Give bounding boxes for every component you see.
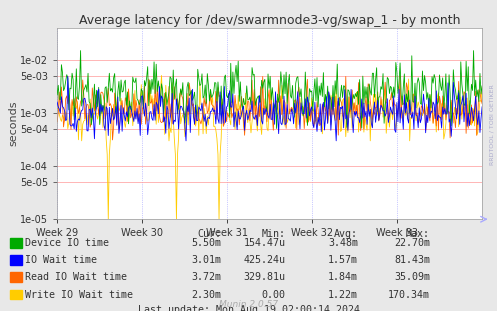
Text: 3.48m: 3.48m bbox=[328, 238, 358, 248]
Text: 425.24u: 425.24u bbox=[244, 255, 286, 265]
Text: Avg:: Avg: bbox=[334, 229, 358, 239]
Text: 3.01m: 3.01m bbox=[191, 255, 221, 265]
Text: 154.47u: 154.47u bbox=[244, 238, 286, 248]
Text: 2.30m: 2.30m bbox=[191, 290, 221, 299]
Text: Cur:: Cur: bbox=[197, 229, 221, 239]
Text: 0.00: 0.00 bbox=[262, 290, 286, 299]
Text: Device IO time: Device IO time bbox=[25, 238, 109, 248]
Title: Average latency for /dev/swarmnode3-vg/swap_1 - by month: Average latency for /dev/swarmnode3-vg/s… bbox=[79, 14, 460, 27]
Text: IO Wait time: IO Wait time bbox=[25, 255, 97, 265]
Text: Write IO Wait time: Write IO Wait time bbox=[25, 290, 133, 299]
Text: 1.22m: 1.22m bbox=[328, 290, 358, 299]
Text: 170.34m: 170.34m bbox=[388, 290, 430, 299]
Text: 22.70m: 22.70m bbox=[394, 238, 430, 248]
Text: RRDTOOL / TOBI OETIKER: RRDTOOL / TOBI OETIKER bbox=[490, 84, 495, 165]
Text: Munin 2.0.57: Munin 2.0.57 bbox=[219, 300, 278, 309]
Text: 1.57m: 1.57m bbox=[328, 255, 358, 265]
Text: 35.09m: 35.09m bbox=[394, 272, 430, 282]
Text: 5.50m: 5.50m bbox=[191, 238, 221, 248]
Text: 329.81u: 329.81u bbox=[244, 272, 286, 282]
Text: 1.84m: 1.84m bbox=[328, 272, 358, 282]
Y-axis label: seconds: seconds bbox=[8, 101, 18, 146]
Text: Read IO Wait time: Read IO Wait time bbox=[25, 272, 127, 282]
Text: Max:: Max: bbox=[406, 229, 430, 239]
Text: 81.43m: 81.43m bbox=[394, 255, 430, 265]
Text: Last update: Mon Aug 19 02:00:14 2024: Last update: Mon Aug 19 02:00:14 2024 bbox=[138, 305, 359, 311]
Text: 3.72m: 3.72m bbox=[191, 272, 221, 282]
Text: Min:: Min: bbox=[262, 229, 286, 239]
